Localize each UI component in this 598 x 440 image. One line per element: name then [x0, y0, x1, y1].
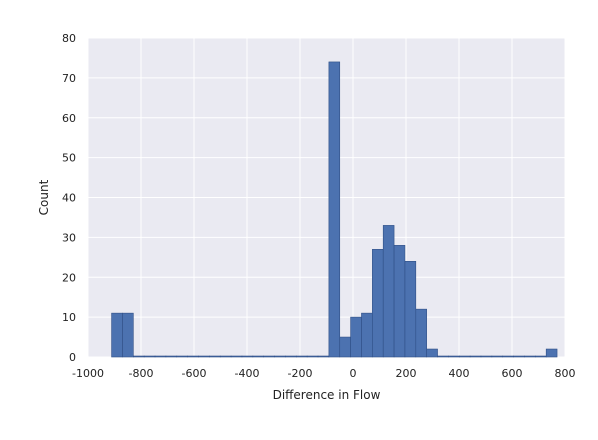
x-tick-label: 400 [449, 367, 470, 380]
histogram-bars [111, 61, 558, 358]
x-tick-label: -600 [182, 367, 207, 380]
histogram-bar-11 [230, 355, 243, 358]
histogram-bar-30 [437, 355, 449, 358]
histogram-bar-21 [339, 336, 351, 358]
x-tick-label: -200 [288, 367, 313, 380]
histogram-bar-23 [361, 312, 373, 358]
y-tick-label: 30 [62, 231, 76, 244]
y-tick-label: 10 [62, 311, 76, 324]
histogram-bar-32 [458, 355, 471, 358]
y-tick-label: 20 [62, 271, 76, 284]
histogram-bar-24 [372, 249, 384, 358]
x-axis-ticks: -1000 -800 -600 -400 -200 0 200 400 600 800 [72, 367, 575, 380]
histogram-bar-15 [274, 355, 286, 358]
histogram-bar-27 [404, 260, 417, 358]
histogram-bar-34 [480, 355, 493, 358]
histogram-bar-35 [491, 355, 504, 358]
histogram-bar-0 [111, 312, 123, 358]
histogram-bar-8 [198, 355, 210, 358]
y-tick-label: 0 [69, 351, 76, 364]
x-tick-label: -1000 [72, 367, 104, 380]
histogram-bar-10 [219, 355, 232, 358]
histogram-bar-16 [285, 355, 297, 358]
histogram-bar-31 [448, 355, 460, 358]
y-tick-label: 60 [62, 112, 76, 125]
histogram-bar-2 [133, 355, 145, 358]
y-tick-label: 40 [62, 192, 76, 205]
histogram-bar-20 [328, 61, 341, 358]
histogram-bar-6 [176, 355, 188, 358]
histogram-bar-40 [545, 348, 558, 358]
x-tick-label: 800 [555, 367, 576, 380]
y-tick-label: 70 [62, 72, 76, 85]
x-tick-label: 200 [396, 367, 417, 380]
histogram-bar-22 [350, 316, 362, 358]
y-tick-label: 80 [62, 32, 76, 45]
histogram-bar-18 [306, 355, 319, 358]
histogram-bar-3 [143, 355, 156, 358]
histogram-bar-28 [415, 308, 427, 358]
y-tick-label: 50 [62, 152, 76, 165]
histogram-bar-4 [154, 355, 167, 358]
histogram-bar-17 [295, 355, 308, 358]
histogram-bar-13 [252, 355, 264, 358]
histogram-bar-1 [122, 312, 134, 358]
histogram-bar-14 [263, 355, 275, 358]
histogram-bar-25 [382, 225, 395, 358]
histogram-bar-26 [393, 245, 406, 358]
x-tick-label: -800 [129, 367, 154, 380]
x-tick-label: -400 [235, 367, 260, 380]
histogram-bar-12 [241, 355, 254, 358]
x-axis-label: Difference in Flow [273, 388, 381, 402]
y-axis-label: Count [37, 179, 51, 215]
histogram-bar-9 [209, 355, 221, 358]
histogram-bar-37 [513, 355, 525, 358]
x-tick-label: 0 [350, 367, 357, 380]
histogram-bar-7 [187, 355, 199, 358]
histogram-bar-33 [469, 355, 482, 358]
histogram-bar-5 [165, 355, 178, 358]
histogram-bar-39 [535, 355, 547, 358]
histogram-bar-36 [502, 355, 514, 358]
histogram-bar-38 [524, 355, 536, 358]
histogram-bar-19 [317, 355, 330, 358]
histogram-bar-29 [426, 348, 438, 358]
y-axis-ticks: 0 10 20 30 40 50 60 70 80 [62, 32, 76, 364]
x-tick-label: 600 [502, 367, 523, 380]
